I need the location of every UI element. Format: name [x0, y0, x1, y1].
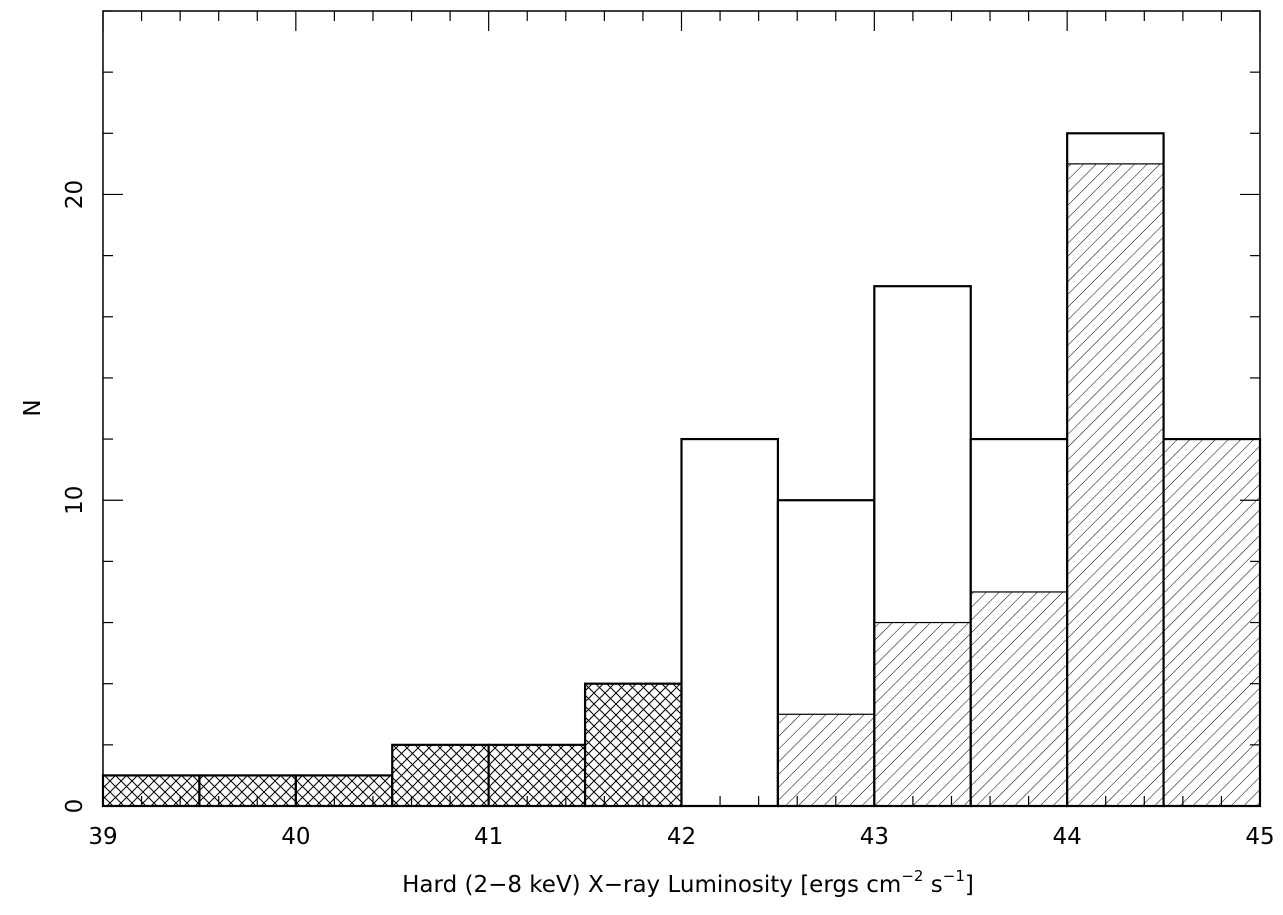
- y-tick-label-10: 10: [62, 486, 88, 515]
- x-tick-label-41: 41: [474, 824, 503, 850]
- tick-labels: 39 40 41 42 43 44 45 0 10 20: [62, 180, 1275, 850]
- cross-hatch-bar-40.5: [391, 744, 490, 807]
- x-tick-label-43: 43: [860, 824, 889, 850]
- x-axis-label: Hard (2−8 keV) X−ray Luminosity [ergs cm…: [402, 867, 974, 898]
- diagonal-hatch-bar-44.5: [1162, 438, 1261, 807]
- y-tick-label-20: 20: [62, 180, 88, 209]
- axis-ticks: [102, 10, 1261, 807]
- cross-hatch-bar-39: [102, 774, 201, 807]
- x-tick-label-39: 39: [88, 824, 117, 850]
- outline-bar-42: [680, 437, 780, 808]
- histogram-bars: [101, 132, 1262, 808]
- cross-hatch-bar-39.5: [198, 774, 297, 807]
- diagonal-hatch-bar-42.5: [777, 713, 875, 807]
- diagonal-hatch-bar-43.5: [970, 591, 1068, 807]
- y-axis-label: N: [20, 399, 46, 416]
- cross-hatch-bar-40: [295, 774, 394, 807]
- x-tick-label-40: 40: [281, 824, 310, 850]
- cross-hatch-bar-41: [487, 744, 586, 807]
- diagonal-hatch-bar-44: [1066, 163, 1165, 807]
- plot-frame: [102, 10, 1261, 807]
- x-tick-label-44: 44: [1053, 824, 1082, 850]
- diagonal-hatch-bar-43: [873, 621, 972, 807]
- x-tick-label-42: 42: [667, 824, 696, 850]
- x-tick-label-45: 45: [1245, 824, 1274, 850]
- y-tick-label-0: 0: [62, 799, 88, 814]
- cross-hatch-bar-41.5: [584, 682, 683, 807]
